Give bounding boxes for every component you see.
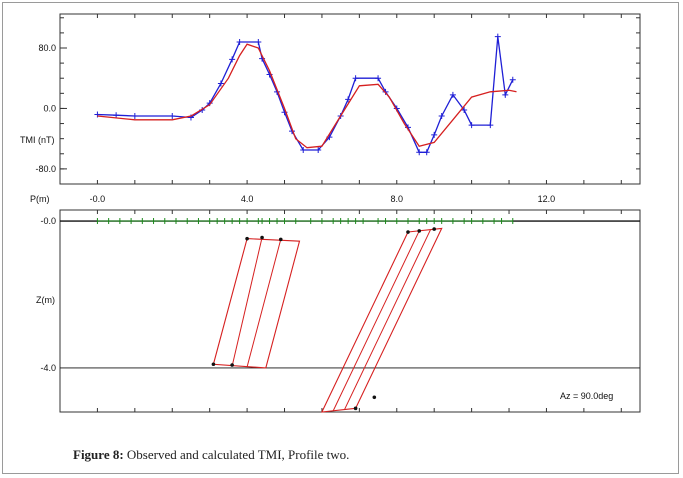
caption-label: Figure 8: xyxy=(73,447,124,462)
observed-point xyxy=(255,38,262,45)
vertex-point xyxy=(230,363,234,367)
vertex-point xyxy=(353,406,358,411)
y-tick-label: -4.0 xyxy=(40,363,56,373)
vertex-point xyxy=(432,227,436,231)
observed-point xyxy=(375,75,382,82)
vertex-point xyxy=(260,235,264,240)
observed-point xyxy=(131,113,138,119)
vertex-point xyxy=(406,230,410,234)
observed-point xyxy=(300,147,307,153)
vertex-point xyxy=(211,362,216,367)
profile-ticks: 80.0 0.0 -80.0 -0.0 4.0 8.0 12.0 xyxy=(35,14,640,204)
vertex-point xyxy=(278,237,283,242)
y-tick-label: 0.0 xyxy=(43,103,56,113)
observed-point xyxy=(449,91,456,98)
y-tick-label: 80.0 xyxy=(38,43,56,53)
profile-ylabel: TMI (nT) xyxy=(20,135,55,145)
body-edge-2 xyxy=(332,230,420,412)
y-tick-label: -0.0 xyxy=(40,216,56,226)
observed-point xyxy=(423,149,430,156)
azimuth-annotation: Az = 90.0deg xyxy=(560,391,613,401)
profile-panel: 80.0 0.0 -80.0 -0.0 4.0 8.0 12.0 TMI (nT) P(m) xyxy=(20,13,641,204)
body-outline-2 xyxy=(320,227,443,413)
body-outline-1 xyxy=(212,238,301,369)
x-tick-label: 8.0 xyxy=(391,194,404,204)
observed-point xyxy=(461,106,468,113)
profile-plot-area xyxy=(59,13,641,185)
observed-point xyxy=(416,149,423,156)
x-tick-label: 12.0 xyxy=(538,194,556,204)
observed-point xyxy=(236,38,243,45)
calculated-series-line xyxy=(97,43,517,149)
caption-text: Observed and calculated TMI, Profile two… xyxy=(123,447,350,462)
observed-point xyxy=(217,80,224,87)
x-tick-label: 4.0 xyxy=(241,194,254,204)
body-edge-1 xyxy=(231,237,263,367)
observed-point xyxy=(509,76,516,83)
body-edge-2 xyxy=(343,229,431,411)
section-ylabel: Z(m) xyxy=(36,295,55,305)
observed-point xyxy=(315,147,322,153)
x-tick-label: -0.0 xyxy=(90,194,106,204)
observed-point xyxy=(169,113,176,119)
observed-point xyxy=(438,113,445,119)
profile-series xyxy=(94,33,517,156)
observed-point xyxy=(431,131,438,138)
section-plot-area xyxy=(59,209,641,413)
y-tick-label: -80.0 xyxy=(35,164,56,174)
observed-point xyxy=(113,112,120,119)
observed-point xyxy=(345,96,352,103)
observed-point xyxy=(494,33,501,40)
observed-point xyxy=(352,75,359,82)
profile-xlabel: P(m) xyxy=(30,194,50,204)
body-edge-1 xyxy=(246,239,282,367)
observed-point xyxy=(382,88,389,95)
vertex-point xyxy=(245,236,249,241)
observed-point xyxy=(229,56,236,63)
vertex-point xyxy=(372,395,377,400)
section-content: -0.0 -4.0 xyxy=(40,210,640,413)
observed-point xyxy=(468,122,475,129)
figure-caption: Figure 8: Observed and calculated TMI, P… xyxy=(73,447,349,463)
depth-section-panel: -0.0 -4.0 Z(m) Az = 90.0deg xyxy=(36,209,641,413)
vertex-point xyxy=(417,229,422,233)
observed-point xyxy=(487,122,494,129)
observed-point xyxy=(502,91,509,98)
